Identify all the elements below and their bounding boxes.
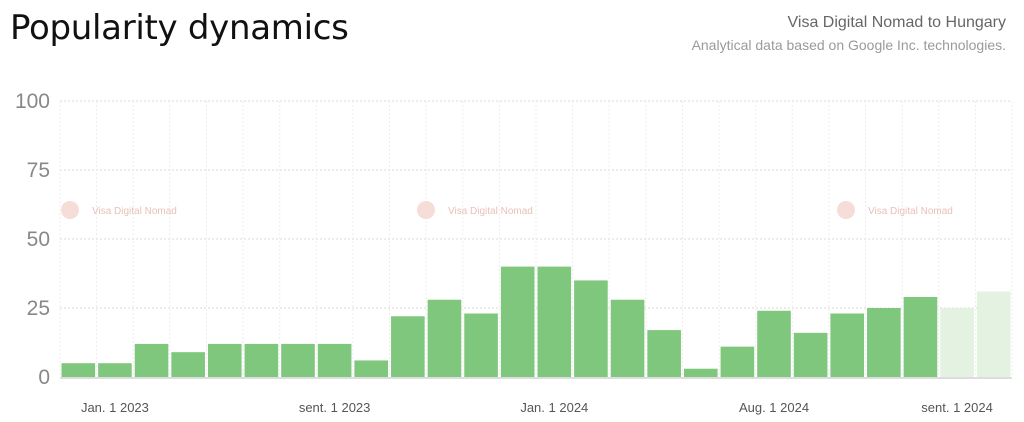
watermark: Visa Digital Nomad bbox=[837, 201, 953, 219]
bars bbox=[61, 266, 1011, 377]
bar bbox=[391, 316, 425, 377]
watermark-logo-icon bbox=[417, 201, 435, 219]
bar bbox=[830, 313, 865, 377]
bar bbox=[537, 266, 572, 377]
page-title: Popularity dynamics bbox=[10, 8, 349, 48]
bar bbox=[757, 310, 791, 377]
bar bbox=[171, 352, 205, 377]
watermarks: Visa Digital Nomad Visa Digital Nomad Visa… bbox=[61, 201, 953, 219]
x-tick-label: Jan. 1 2023 bbox=[81, 400, 149, 415]
watermark-text: Visa Digital Nomad bbox=[868, 206, 953, 217]
x-tick-label: sent. 1 2024 bbox=[921, 400, 993, 415]
bar bbox=[647, 330, 681, 377]
bar bbox=[427, 299, 462, 377]
bar bbox=[207, 343, 242, 377]
y-axis-ticks: 0 25 50 75 100 bbox=[15, 90, 50, 389]
bar bbox=[61, 363, 96, 377]
bar-forecast bbox=[976, 291, 1011, 377]
bar bbox=[500, 266, 535, 377]
bar bbox=[244, 343, 279, 377]
watermark-text: Visa Digital Nomad bbox=[92, 206, 177, 217]
bar bbox=[867, 308, 901, 377]
bar bbox=[574, 280, 608, 377]
bar bbox=[317, 343, 352, 377]
bar bbox=[134, 343, 169, 377]
x-axis-ticks: Jan. 1 2023 sent. 1 2023 Jan. 1 2024 Aug. 1… bbox=[81, 400, 993, 415]
bar bbox=[610, 299, 645, 377]
y-tick-label: 50 bbox=[27, 228, 50, 251]
x-tick-label: Aug. 1 2024 bbox=[739, 400, 809, 415]
grid-lines bbox=[59, 100, 1013, 379]
y-tick-label: 0 bbox=[38, 366, 50, 389]
y-tick-label: 100 bbox=[15, 90, 50, 113]
watermark-logo-icon bbox=[61, 201, 79, 219]
bar bbox=[793, 332, 828, 377]
bar bbox=[98, 363, 132, 377]
x-tick-label: sent. 1 2023 bbox=[299, 400, 371, 415]
x-tick-label: Jan. 1 2024 bbox=[520, 400, 588, 415]
bar bbox=[683, 368, 718, 377]
watermark: Visa Digital Nomad bbox=[417, 201, 533, 219]
bar bbox=[720, 346, 755, 377]
bar bbox=[354, 360, 389, 377]
bar bbox=[281, 343, 315, 377]
watermark-logo-icon bbox=[837, 201, 855, 219]
source-note: Analytical data based on Google Inc. tec… bbox=[691, 37, 1006, 53]
bar-forecast bbox=[940, 308, 974, 377]
watermark: Visa Digital Nomad bbox=[61, 201, 177, 219]
bar bbox=[464, 313, 498, 377]
chart-subtitle: Visa Digital Nomad to Hungary bbox=[787, 14, 1006, 31]
y-tick-label: 75 bbox=[27, 159, 50, 182]
y-tick-label: 25 bbox=[27, 297, 50, 320]
watermark-text: Visa Digital Nomad bbox=[448, 206, 533, 217]
bar bbox=[903, 296, 938, 377]
